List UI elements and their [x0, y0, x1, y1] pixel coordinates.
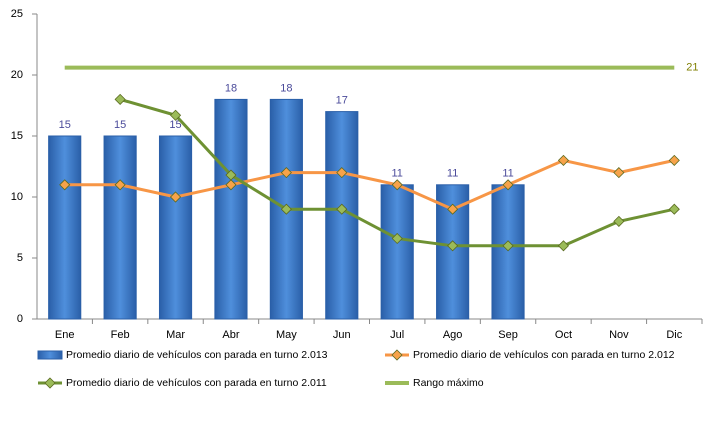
marker — [336, 203, 348, 215]
marker — [613, 215, 625, 227]
marker — [502, 240, 514, 252]
x-tick-label: Ene — [55, 329, 75, 341]
bar — [103, 135, 137, 320]
y-tick-label: 5 — [17, 252, 23, 264]
line — [64, 158, 675, 211]
x-tick-label: Abr — [222, 329, 239, 341]
marker — [169, 109, 182, 121]
legend-swatch — [37, 350, 63, 360]
data-label: 11 — [447, 168, 458, 180]
marker — [391, 179, 403, 191]
data-label: 17 — [336, 95, 348, 107]
legend-marker — [391, 349, 403, 361]
marker — [114, 179, 126, 191]
bar — [158, 135, 193, 320]
x-tick-label: Nov — [609, 329, 629, 341]
marker — [502, 179, 514, 191]
legend-label: Promedio diario de vehículos con parada … — [66, 349, 328, 361]
marker — [557, 154, 570, 166]
legend-label: Rango máximo — [413, 377, 484, 389]
x-tick-label: Jul — [390, 329, 404, 341]
y-tick-label: 10 — [11, 191, 23, 203]
bar — [214, 98, 248, 320]
bar — [48, 135, 82, 320]
legend-label: Promedio diario de vehículos con parada … — [413, 349, 675, 361]
y-tick-label: 25 — [11, 8, 23, 20]
data-label: 15 — [169, 119, 181, 131]
x-tick-label: Mar — [166, 329, 185, 341]
x-tick-label: Jun — [333, 329, 351, 341]
legend-marker — [44, 377, 56, 389]
x-tick-label: Dic — [666, 329, 682, 341]
marker — [225, 179, 237, 191]
marker — [668, 203, 680, 215]
x-tick-label: Ago — [443, 329, 463, 341]
data-label: 18 — [280, 82, 292, 94]
marker — [280, 167, 292, 179]
marker — [280, 203, 292, 215]
x-tick-label: May — [276, 329, 297, 341]
bar — [380, 184, 414, 320]
marker — [613, 167, 625, 179]
marker — [447, 203, 459, 215]
marker — [336, 167, 348, 179]
marker — [391, 232, 403, 245]
data-label: 18 — [225, 82, 237, 94]
marker — [225, 169, 237, 181]
data-label: 11 — [391, 168, 402, 180]
marker — [447, 240, 459, 252]
marker — [557, 240, 570, 252]
x-tick-label: Oct — [555, 329, 572, 341]
x-tick-label: Sep — [498, 329, 518, 341]
legend-label: Promedio diario de vehículos con parada … — [66, 377, 327, 389]
data-label: 15 — [114, 119, 126, 131]
data-label: 21 — [686, 62, 698, 74]
marker — [59, 179, 71, 191]
data-label: 11 — [502, 168, 513, 180]
data-label: 15 — [59, 119, 71, 131]
y-tick-label: 20 — [11, 69, 23, 81]
y-tick-label: 0 — [17, 313, 23, 325]
x-tick-label: Feb — [111, 329, 130, 341]
bar — [491, 184, 525, 320]
marker — [169, 191, 182, 203]
y-tick-label: 15 — [11, 130, 23, 142]
marker — [668, 154, 680, 166]
marker — [114, 93, 126, 105]
